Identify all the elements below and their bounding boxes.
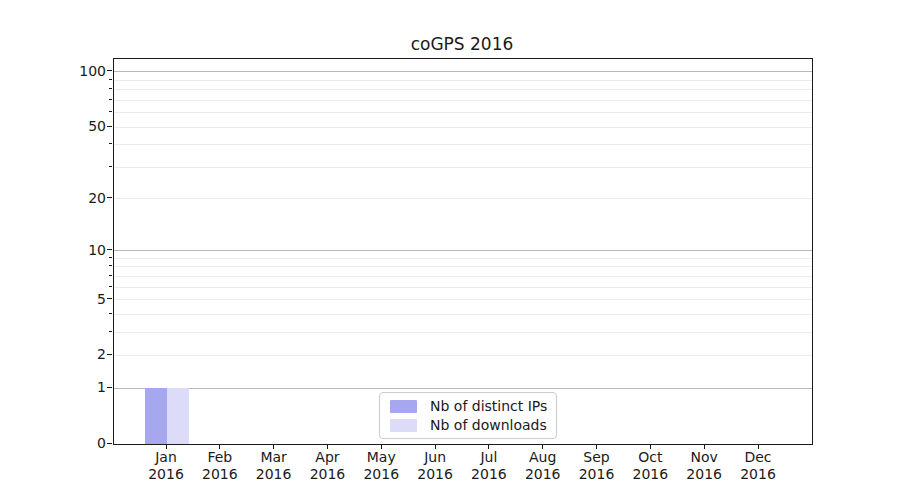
y-tick — [107, 354, 112, 355]
y-tick-label: 2 — [46, 347, 106, 361]
y-minor-tick — [109, 331, 112, 332]
y-tick-label: 20 — [46, 191, 106, 205]
y-minor-tick — [109, 313, 112, 314]
y-tick — [107, 249, 112, 250]
legend-item: Nb of downloads — [390, 417, 547, 433]
y-tick — [107, 197, 112, 198]
x-tick-label: May 2016 — [351, 449, 411, 482]
plot-area: Nb of distinct IPs Nb of downloads — [113, 58, 813, 445]
x-tick-label: Apr 2016 — [297, 449, 357, 482]
y-minor-tick — [109, 111, 112, 112]
x-tick-label: Nov 2016 — [674, 449, 734, 482]
legend-swatch-downloads — [390, 419, 417, 432]
y-minor-tick — [109, 79, 112, 80]
y-tick-label: 50 — [46, 119, 106, 133]
y-tick-label: 10 — [46, 243, 106, 257]
y-tick-label: 0 — [46, 436, 106, 450]
y-minor-tick — [109, 99, 112, 100]
x-tick-label: Dec 2016 — [728, 449, 788, 482]
bars-layer — [114, 59, 812, 444]
legend-item: Nb of distinct IPs — [390, 398, 547, 414]
x-tick-label: Aug 2016 — [513, 449, 573, 482]
y-minor-tick — [109, 265, 112, 266]
y-tick — [107, 126, 112, 127]
y-tick-label: 1 — [46, 380, 106, 394]
y-tick-label: 100 — [46, 64, 106, 78]
y-minor-tick — [109, 286, 112, 287]
x-tick-label: Jun 2016 — [405, 449, 465, 482]
x-tick-label: Jul 2016 — [459, 449, 519, 482]
y-minor-tick — [109, 143, 112, 144]
x-tick-label: Mar 2016 — [244, 449, 304, 482]
legend-label: Nb of downloads — [430, 417, 547, 433]
legend-label: Nb of distinct IPs — [430, 398, 547, 414]
x-tick-label: Jan 2016 — [136, 449, 196, 482]
y-tick-label: 5 — [46, 292, 106, 306]
y-minor-tick — [109, 275, 112, 276]
figure: coGPS 2016 Nb of distinct IPs Nb of down… — [0, 0, 900, 500]
x-tick-label: Sep 2016 — [567, 449, 627, 482]
y-tick — [107, 443, 112, 444]
y-tick — [107, 70, 112, 71]
x-tick-label: Feb 2016 — [190, 449, 250, 482]
y-tick — [107, 298, 112, 299]
y-minor-tick — [109, 88, 112, 89]
legend: Nb of distinct IPs Nb of downloads — [379, 392, 557, 439]
x-tick-label: Oct 2016 — [620, 449, 680, 482]
bar-nb-of-downloads — [167, 388, 189, 444]
y-minor-tick — [109, 257, 112, 258]
legend-swatch-distinct-ips — [390, 400, 417, 413]
y-tick — [107, 387, 112, 388]
chart-title: coGPS 2016 — [113, 34, 811, 54]
bar-nb-of-distinct-ips — [145, 388, 167, 444]
y-minor-tick — [109, 166, 112, 167]
